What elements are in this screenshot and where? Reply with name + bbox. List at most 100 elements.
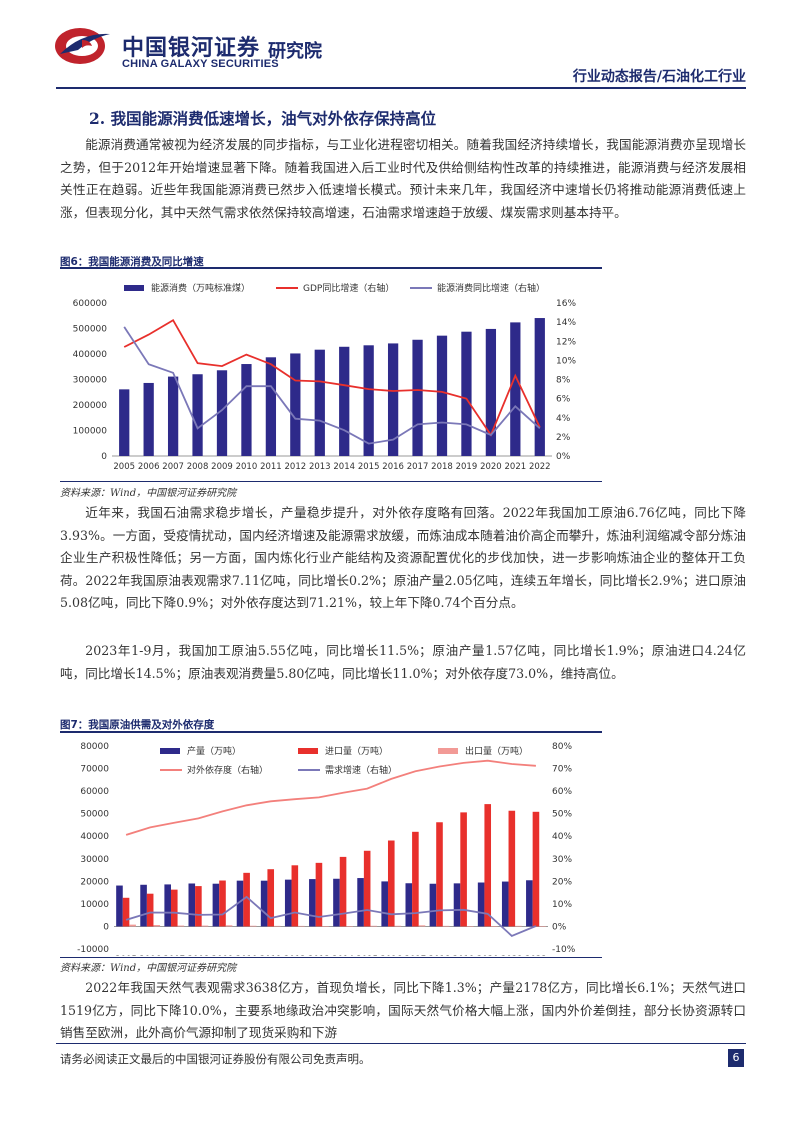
bar-2 — [274, 925, 281, 927]
y-tick-label-right: 4% — [556, 414, 571, 424]
y-tick-label-right: 80% — [552, 742, 572, 752]
report-type: 行业动态报告/石油化工行业 — [572, 69, 746, 85]
bar-0 — [212, 883, 220, 927]
figure6-title: 图6：我国能源消费及同比增速 — [60, 256, 204, 268]
x-tick-label: 2017 — [407, 462, 429, 472]
y-tick-label-right: 10% — [552, 900, 572, 910]
footer-disclaimer-note: 请务必阅读正文最后的中国银河证券股份有限公司免责声明。 — [60, 1052, 371, 1066]
x-tick-label: 2008 — [187, 462, 209, 472]
figure6-bottom-rule — [60, 481, 602, 482]
brand-name-en: CHINA GALAXY SECURITIES — [122, 58, 279, 70]
bar-0 — [339, 346, 350, 456]
bar-1 — [532, 811, 540, 927]
legend-label: 进口量（万吨） — [325, 745, 388, 757]
bar-0 — [363, 345, 374, 456]
bar-0 — [284, 879, 292, 927]
bar-1 — [363, 850, 371, 927]
figure6-top-rule — [60, 267, 602, 269]
bar-1 — [387, 840, 395, 927]
bar-2 — [129, 924, 136, 927]
bar-1 — [315, 862, 323, 927]
x-tick-label: 2021 — [501, 955, 523, 956]
bar-2 — [153, 925, 161, 927]
bar-0 — [143, 382, 154, 456]
bar-1 — [170, 889, 178, 927]
bar-0 — [119, 389, 130, 456]
y-tick-label-right: -10% — [552, 945, 576, 955]
x-tick-label: 2019 — [453, 955, 475, 956]
figure7-title: 图7：我国原油供需及对外依存度 — [60, 719, 215, 731]
bar-1 — [267, 869, 275, 927]
bar-0 — [241, 364, 252, 456]
paragraph-natural-gas: 2022年我国天然气表观需求3638亿方，首现负增长，同比下降1.3%；产量21… — [60, 980, 746, 1040]
x-tick-label: 2006 — [138, 462, 160, 472]
page-number: 6 — [728, 1049, 744, 1067]
x-tick-label: 2009 — [211, 462, 233, 472]
legend-label: 对外依存度（右轴） — [187, 764, 268, 776]
bar-2 — [418, 925, 426, 927]
x-tick-label: 2019 — [456, 462, 478, 472]
x-tick-label: 2017 — [405, 955, 427, 956]
bar-0 — [164, 884, 171, 927]
footer-divider — [56, 1043, 746, 1044]
y-tick-label-right: 60% — [552, 787, 572, 797]
bar-0 — [140, 884, 147, 927]
figure7-top-rule — [60, 731, 602, 733]
y-tick-label-left: 400000 — [73, 350, 108, 360]
legend-label: 产量（万吨） — [187, 745, 241, 757]
y-tick-label-right: 40% — [552, 832, 572, 842]
y-tick-label-left: 10000 — [80, 900, 109, 910]
figure7-bottom-rule — [60, 957, 602, 958]
bar-0 — [192, 374, 203, 456]
bar-0 — [381, 881, 388, 927]
x-tick-label: 2010 — [236, 955, 258, 956]
bar-0 — [188, 883, 196, 927]
bar-0 — [436, 335, 448, 456]
y-tick-label-left: 20000 — [80, 877, 109, 887]
legend-label: GDP同比增速（右轴） — [303, 282, 394, 294]
series-line-1 — [123, 326, 541, 445]
figure7-chart: -10000 0 10000 20000 30000 40000 50000 60000 700… — [77, 742, 576, 956]
legend-swatch — [124, 285, 144, 291]
y-tick-label-right: 50% — [552, 810, 572, 820]
bar-2 — [515, 925, 522, 927]
y-tick-label-right: 30% — [552, 855, 572, 865]
bar-1 — [484, 804, 492, 927]
x-tick-label: 2014 — [333, 462, 355, 472]
x-tick-label: 2015 — [356, 955, 378, 956]
x-tick-label: 2020 — [477, 955, 499, 956]
y-tick-label-left: 50000 — [80, 810, 109, 820]
paragraph-oil-demand: 近年来，我国石油需求稳步增长，产量稳步提升，对外依存度略有回落。2022年我国加… — [60, 505, 746, 610]
x-tick-label: 2020 — [480, 462, 502, 472]
bar-0 — [333, 878, 340, 927]
bar-2 — [539, 926, 546, 927]
bar-0 — [236, 880, 244, 927]
x-tick-label: 2016 — [382, 462, 404, 472]
bar-0 — [405, 883, 413, 927]
x-tick-label: 2010 — [236, 462, 258, 472]
y-tick-label-right: 0% — [556, 452, 571, 462]
y-tick-label-left: 600000 — [73, 299, 108, 309]
bar-0 — [412, 339, 423, 456]
x-tick-label: 2021 — [505, 462, 527, 472]
y-tick-label-right: 10% — [556, 356, 576, 366]
bar-1 — [122, 897, 130, 927]
y-tick-label-left: 0 — [101, 452, 107, 462]
bar-2 — [322, 926, 329, 927]
brand-department: 研究院 — [268, 41, 322, 62]
x-tick-label: 2006 — [139, 955, 161, 956]
bar-1 — [291, 865, 299, 927]
figure7-source: 资料来源：Wind，中国银河证券研究院 — [60, 963, 237, 974]
paragraph-oil-2023: 2023年1-9月，我国加工原油5.55亿吨，同比增长11.5%；原油产量1.5… — [60, 643, 746, 681]
y-tick-label-right: 0% — [552, 922, 567, 932]
legend-label: 能源消费（万吨标准煤） — [151, 282, 250, 294]
y-tick-label-left: 40000 — [80, 832, 109, 842]
bar-0 — [387, 343, 399, 456]
brand-name-cn: 中国银河证券 — [122, 36, 261, 61]
bar-0 — [510, 322, 521, 456]
y-tick-label-left: 200000 — [73, 401, 108, 411]
y-tick-label-left: 30000 — [80, 855, 109, 865]
legend-swatch — [298, 748, 318, 754]
y-tick-label-left: 60000 — [80, 787, 109, 797]
